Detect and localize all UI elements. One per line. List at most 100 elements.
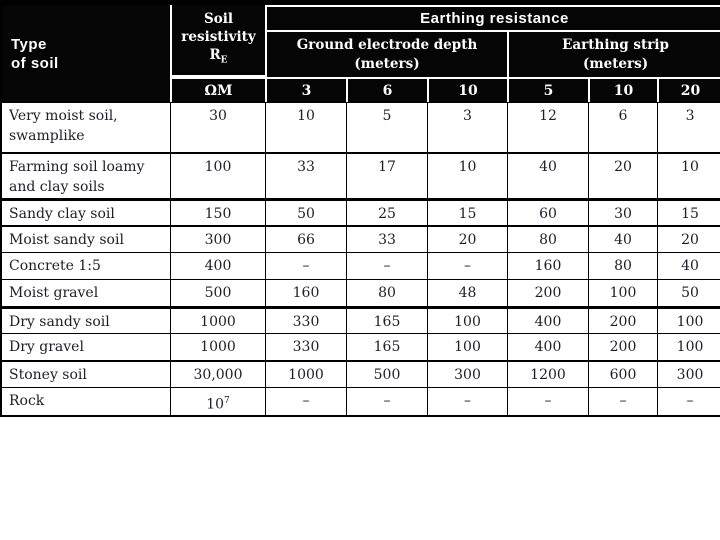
value-cell: 3: [657, 102, 720, 152]
value-cell: 100: [657, 306, 720, 333]
value-cell: –: [346, 252, 427, 279]
value-cell: 40: [588, 225, 657, 252]
value-cell: 25: [346, 198, 427, 225]
value-cell: 15: [427, 198, 507, 225]
value-cell: –: [507, 387, 588, 415]
soil-type-cell: Very moist soil, swamplike: [2, 102, 170, 152]
value-cell: 6: [588, 102, 657, 152]
value-cell: 500: [346, 360, 427, 387]
header-row-1: Type of soil Soil resistivity RE Earthin…: [2, 5, 720, 102]
value-cell: 50: [657, 279, 720, 306]
col-header-type-of-soil: Type of soil: [2, 5, 170, 102]
value-cell: 40: [657, 252, 720, 279]
value-cell: 80: [507, 225, 588, 252]
value-cell: –: [427, 252, 507, 279]
value-cell: 330: [265, 306, 346, 333]
table-row: Dry sandy soil 1000 330 165 100 400 200 …: [2, 306, 720, 333]
col-header-ground-electrode-depth: Ground electrode depth (meters): [265, 30, 507, 77]
value-cell: –: [265, 387, 346, 415]
value-cell: 20: [427, 225, 507, 252]
unit-header-depth-3: 3: [265, 77, 346, 102]
table-row: Rock 107 – – – – – –: [2, 387, 720, 415]
header-row-units: ΩM 3 6 10 5 10 20: [2, 77, 720, 102]
table-row: Stoney soil 30,000 1000 500 300 1200 600…: [2, 360, 720, 387]
soil-type-cell: Moist sandy soil: [2, 225, 170, 252]
value-cell: 3: [427, 102, 507, 152]
value-cell: 12: [507, 102, 588, 152]
unit-header-strip-5: 5: [507, 77, 588, 102]
table-row: Moist gravel 500 160 80 48 200 100 50: [2, 279, 720, 306]
value-cell: –: [265, 252, 346, 279]
value-cell: 600: [588, 360, 657, 387]
table-row: Moist sandy soil 300 66 33 20 80 40 20: [2, 225, 720, 252]
value-cell: 20: [588, 152, 657, 198]
value-cell: 80: [588, 252, 657, 279]
value-cell: 400: [507, 306, 588, 333]
resistivity-cell: 30,000: [170, 360, 265, 387]
resistivity-symbol: RE: [209, 47, 228, 66]
value-cell: 100: [588, 279, 657, 306]
soil-type-cell: Farming soil loamy and clay soils: [2, 152, 170, 198]
value-cell: 1000: [265, 360, 346, 387]
value-cell: 66: [265, 225, 346, 252]
value-cell: 20: [657, 225, 720, 252]
value-cell: 10: [657, 152, 720, 198]
table-row: Sandy clay soil 150 50 25 15 60 30 15: [2, 198, 720, 225]
header-row-2: Ground electrode depth (meters) Earthing…: [2, 30, 720, 77]
value-cell: 160: [265, 279, 346, 306]
value-cell: 200: [507, 279, 588, 306]
value-cell: 5: [346, 102, 427, 152]
col-header-soil-resistivity: Soil resistivity RE: [170, 5, 265, 77]
value-cell: 17: [346, 152, 427, 198]
value-cell: 50: [265, 198, 346, 225]
value-cell: 48: [427, 279, 507, 306]
resistivity-cell: 100: [170, 152, 265, 198]
unit-header-ohm-m: ΩM: [170, 77, 265, 102]
unit-header-depth-10: 10: [427, 77, 507, 102]
value-cell: 300: [657, 360, 720, 387]
unit-header-depth-6: 6: [346, 77, 427, 102]
resistivity-cell: 300: [170, 225, 265, 252]
table-row: Concrete 1:5 400 – – – 160 80 40: [2, 252, 720, 279]
soil-earthing-resistance-table: Type of soil Soil resistivity RE Earthin…: [0, 0, 720, 417]
value-cell: 400: [507, 333, 588, 360]
col-header-earthing-resistance: Earthing resistance: [265, 5, 720, 30]
soil-type-cell: Dry sandy soil: [2, 306, 170, 333]
soil-type-cell: Concrete 1:5: [2, 252, 170, 279]
table-body: Very moist soil, swamplike 30 10 5 3 12 …: [2, 102, 720, 415]
value-cell: 33: [346, 225, 427, 252]
value-cell: 160: [507, 252, 588, 279]
value-cell: 300: [427, 360, 507, 387]
value-cell: 60: [507, 198, 588, 225]
resistivity-cell: 107: [170, 387, 265, 415]
table-row: Very moist soil, swamplike 30 10 5 3 12 …: [2, 102, 720, 152]
col-header-earthing-strip: Earthing strip (meters): [507, 30, 720, 77]
soil-type-cell: Sandy clay soil: [2, 198, 170, 225]
soil-resistivity-label: Soil resistivity: [181, 11, 256, 46]
resistivity-cell: 400: [170, 252, 265, 279]
value-cell: 33: [265, 152, 346, 198]
value-cell: 30: [588, 198, 657, 225]
value-cell: 80: [346, 279, 427, 306]
soil-type-cell: Dry gravel: [2, 333, 170, 360]
value-cell: 15: [657, 198, 720, 225]
table-row: Farming soil loamy and clay soils 100 33…: [2, 152, 720, 198]
value-cell: 40: [507, 152, 588, 198]
value-cell: 1200: [507, 360, 588, 387]
exponent: 7: [224, 396, 230, 406]
table-row: Dry gravel 1000 330 165 100 400 200 100: [2, 333, 720, 360]
value-cell: 200: [588, 306, 657, 333]
value-cell: –: [427, 387, 507, 415]
soil-type-cell: Stoney soil: [2, 360, 170, 387]
value-cell: 165: [346, 333, 427, 360]
value-cell: 100: [657, 333, 720, 360]
value-cell: 330: [265, 333, 346, 360]
value-cell: 10: [427, 152, 507, 198]
soil-type-cell: Moist gravel: [2, 279, 170, 306]
soil-type-cell: Rock: [2, 387, 170, 415]
unit-header-strip-20: 20: [657, 77, 720, 102]
value-cell: –: [588, 387, 657, 415]
resistivity-cell: 1000: [170, 333, 265, 360]
unit-header-strip-10: 10: [588, 77, 657, 102]
